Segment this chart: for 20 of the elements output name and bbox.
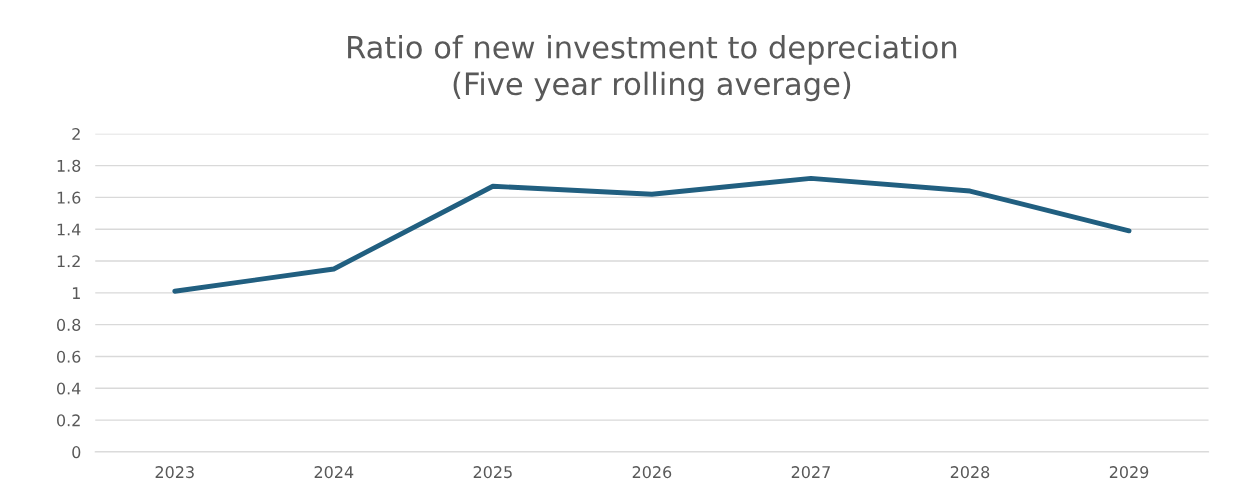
x-tick-label: 2023	[155, 466, 194, 479]
y-tick-label: 1.2	[57, 255, 80, 268]
y-tick-label: 1	[72, 287, 80, 299]
y-tick-label: 1.6	[57, 191, 81, 204]
y-tick-label: 0.4	[57, 382, 81, 395]
y-tick-label: 1.4	[57, 223, 81, 236]
x-tick-label: 2029	[1109, 466, 1149, 479]
y-tick-label: 0.8	[57, 318, 81, 331]
x-tick-label: 2028	[950, 466, 990, 479]
x-tick-label: 2024	[314, 466, 354, 479]
line-series	[172, 175, 1132, 294]
y-tick-label: 0.2	[57, 414, 80, 427]
x-tick-label: 2025	[473, 466, 512, 479]
chart-title: Ratio of new investment to depreciation (Five year rolling average)	[348, 35, 957, 102]
y-tick-label: 1.8	[57, 159, 81, 172]
x-tick-label: 2026	[632, 466, 672, 479]
x-tick-label: 2027	[791, 466, 830, 479]
y-tick-label: 0.6	[57, 350, 81, 363]
y-tick-label: 2	[72, 127, 80, 140]
y-tick-label: 0	[72, 446, 81, 459]
